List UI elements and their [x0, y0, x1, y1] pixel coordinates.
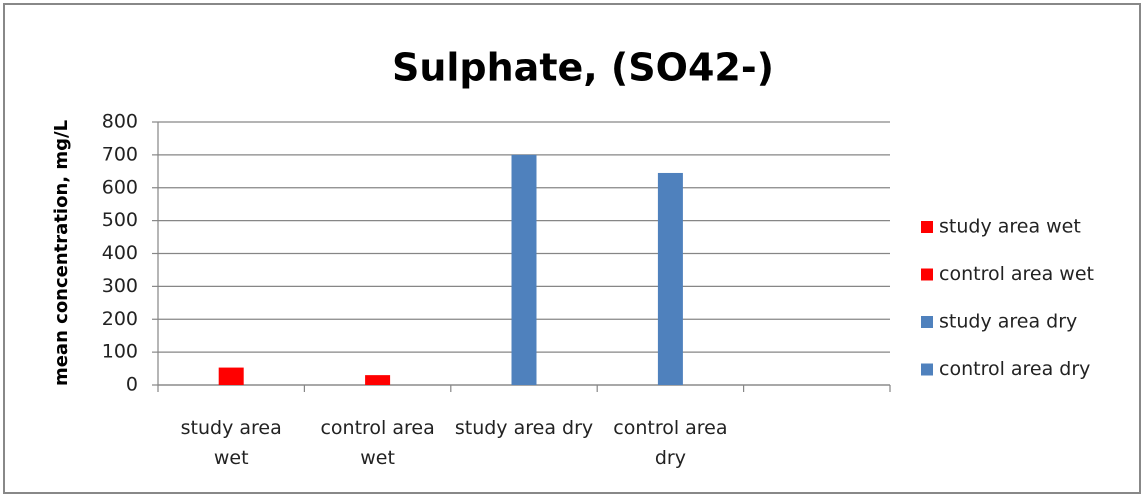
x-tick-label: control area dry	[613, 417, 728, 469]
y-axis-label: mean concentration, mg/L	[51, 120, 72, 386]
x-tick-label: study area dry	[454, 417, 594, 439]
chart-title: Sulphate, (SO42-)	[392, 46, 774, 90]
x-tick-label: control area wet	[320, 417, 435, 469]
y-tick-label: 700	[102, 143, 138, 165]
legend-label: study area wet	[939, 216, 1081, 238]
legend-swatch	[921, 268, 933, 281]
y-tick-label: 500	[102, 209, 138, 231]
y-tick-label: 100	[102, 341, 138, 363]
legend-label: study area dry	[939, 311, 1077, 333]
legend-label: control area wet	[939, 263, 1094, 285]
y-tick-label: 600	[102, 176, 138, 198]
x-tick-label: study area wet	[180, 417, 282, 469]
bar	[218, 367, 244, 385]
y-tick-label: 800	[102, 111, 138, 133]
y-tick-label: 400	[102, 242, 138, 264]
legend-label: control area dry	[939, 358, 1090, 380]
chart-border	[3, 3, 1141, 494]
legend-swatch	[921, 316, 933, 328]
bar	[365, 375, 391, 385]
legend-swatch	[921, 363, 933, 376]
y-tick-label: 300	[102, 275, 138, 297]
y-tick-label: 200	[102, 308, 138, 330]
y-tick-label: 0	[126, 374, 138, 396]
bar	[511, 154, 537, 385]
bar	[657, 172, 683, 385]
legend-swatch	[921, 221, 933, 233]
